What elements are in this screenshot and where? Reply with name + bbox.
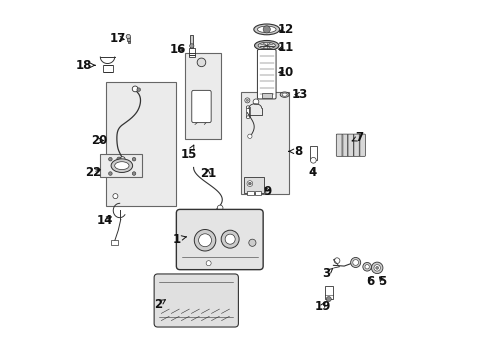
Circle shape (189, 44, 194, 48)
Circle shape (194, 229, 215, 251)
FancyBboxPatch shape (341, 134, 347, 156)
Ellipse shape (246, 116, 249, 119)
Bar (188, 48, 194, 57)
Bar (246, 107, 249, 117)
Ellipse shape (111, 159, 132, 172)
Circle shape (197, 58, 205, 67)
Text: 7: 7 (351, 131, 363, 144)
Circle shape (206, 261, 211, 266)
FancyBboxPatch shape (336, 134, 342, 156)
Bar (190, 35, 193, 48)
Bar (106, 82, 176, 206)
Bar (102, 64, 113, 72)
Circle shape (263, 26, 270, 33)
Text: 16: 16 (170, 42, 186, 55)
Circle shape (246, 99, 248, 102)
Circle shape (132, 86, 138, 92)
FancyBboxPatch shape (154, 274, 238, 327)
Text: 13: 13 (291, 88, 307, 101)
Text: 5: 5 (378, 275, 386, 288)
Circle shape (350, 257, 360, 267)
Ellipse shape (282, 93, 286, 96)
Circle shape (253, 99, 258, 105)
Circle shape (221, 230, 239, 248)
FancyBboxPatch shape (191, 90, 211, 123)
Circle shape (246, 181, 252, 186)
Circle shape (333, 258, 339, 264)
Bar (261, 93, 271, 98)
Circle shape (217, 205, 223, 211)
Bar (128, 41, 129, 43)
Circle shape (224, 234, 235, 244)
Ellipse shape (258, 42, 275, 49)
Bar (324, 286, 332, 299)
Text: 3: 3 (322, 267, 332, 280)
Ellipse shape (257, 26, 276, 33)
Circle shape (364, 265, 368, 269)
Text: 15: 15 (181, 145, 197, 161)
Bar (185, 53, 221, 139)
Text: 2: 2 (153, 298, 165, 311)
Text: 4: 4 (308, 166, 316, 179)
Bar (244, 177, 264, 193)
Circle shape (244, 98, 249, 103)
Bar (100, 154, 142, 177)
Bar (111, 240, 118, 245)
Text: 18: 18 (76, 59, 95, 72)
Text: 21: 21 (200, 167, 216, 180)
FancyBboxPatch shape (176, 210, 263, 270)
Text: 14: 14 (96, 214, 113, 227)
Circle shape (120, 157, 125, 162)
Bar (247, 192, 253, 195)
Text: 10: 10 (277, 66, 293, 79)
Text: 1: 1 (172, 233, 186, 246)
Circle shape (248, 182, 251, 185)
Text: 19: 19 (314, 300, 330, 313)
Text: 12: 12 (277, 23, 293, 36)
Circle shape (108, 157, 112, 161)
Bar (309, 146, 316, 160)
FancyBboxPatch shape (257, 49, 276, 99)
Text: 6: 6 (366, 275, 374, 288)
Circle shape (108, 172, 112, 175)
Circle shape (371, 262, 382, 274)
Circle shape (132, 172, 136, 175)
Circle shape (248, 239, 255, 246)
Text: 11: 11 (277, 41, 293, 54)
Circle shape (373, 265, 380, 271)
Bar (241, 92, 289, 194)
Circle shape (375, 266, 378, 269)
FancyBboxPatch shape (353, 134, 359, 156)
Ellipse shape (115, 162, 129, 170)
Ellipse shape (280, 92, 288, 97)
Circle shape (113, 194, 118, 199)
Circle shape (247, 134, 251, 138)
Text: 20: 20 (91, 134, 107, 147)
Text: 22: 22 (85, 166, 101, 179)
Circle shape (325, 297, 330, 302)
FancyBboxPatch shape (347, 134, 353, 156)
Circle shape (310, 157, 316, 163)
Circle shape (132, 157, 136, 161)
Ellipse shape (254, 41, 278, 50)
Ellipse shape (246, 106, 249, 109)
Circle shape (117, 157, 121, 161)
Bar (255, 192, 260, 195)
FancyBboxPatch shape (359, 134, 365, 156)
Text: 9: 9 (263, 185, 271, 198)
Ellipse shape (253, 24, 279, 35)
Text: 8: 8 (288, 145, 302, 158)
Text: 17: 17 (110, 32, 126, 45)
Circle shape (352, 260, 358, 265)
Circle shape (126, 35, 130, 39)
Circle shape (137, 88, 140, 91)
Circle shape (362, 262, 371, 271)
Circle shape (198, 234, 211, 247)
Bar (126, 37, 129, 41)
